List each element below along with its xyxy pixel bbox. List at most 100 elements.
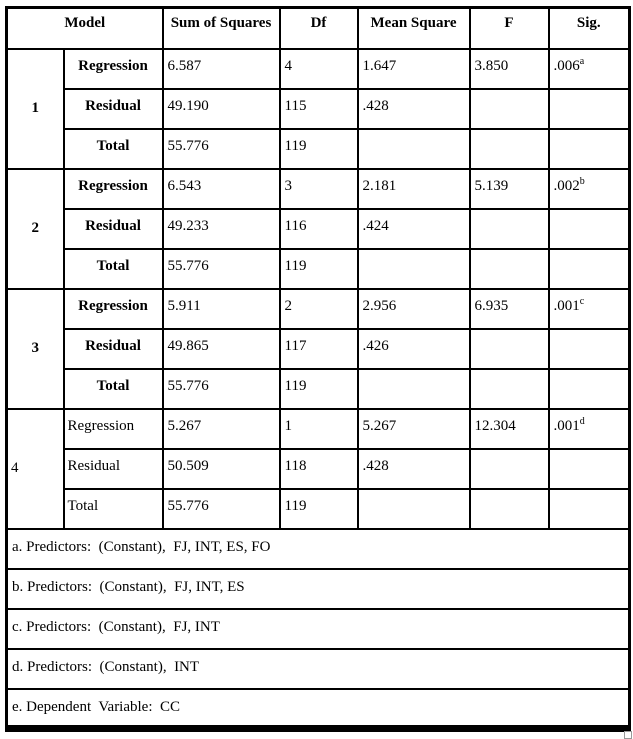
- cell-sum-of-squares: 50.509: [161, 447, 281, 490]
- cell-sum-of-squares: 55.776: [161, 487, 281, 530]
- cell-sig: [547, 87, 631, 130]
- table-row: Total 55.776 119: [7, 127, 631, 170]
- footnote-d: d. Predictors: (Constant), INT: [5, 647, 631, 690]
- header-mean-square: Mean Square: [356, 6, 471, 50]
- footnote-e: e. Dependent Variable: CC: [5, 687, 631, 730]
- cell-sig: .001d: [547, 407, 631, 450]
- table-row: 2 Regression 6.543 3 2.181 5.139 .002b: [5, 167, 631, 290]
- cell-sum-of-squares: 49.233: [161, 207, 281, 250]
- anova-table: Model Sum of Squares Df Mean Square F Si…: [5, 6, 632, 732]
- footnote-row: c. Predictors: (Constant), FJ, INT: [5, 607, 631, 650]
- header-f: F: [468, 6, 550, 50]
- cell-f: 12.304: [468, 407, 550, 450]
- cell-mean-square: 5.267: [356, 407, 471, 450]
- cell-f: [468, 487, 550, 530]
- table-row: 1 Regression 6.587 4 1.647 3.850 .006a: [5, 47, 631, 170]
- cell-sig: [547, 127, 631, 170]
- sig-value: .001: [553, 297, 580, 314]
- cell-sig: [547, 367, 631, 410]
- table-row: Residual 50.509 118 .428: [7, 447, 631, 490]
- table-row: Total 55.776 119: [7, 367, 631, 410]
- row-label: Total: [62, 367, 164, 410]
- cell-df: 119: [278, 127, 359, 170]
- row-label: Residual: [62, 327, 164, 370]
- cell-df: 118: [278, 447, 359, 490]
- table-resize-handle[interactable]: [624, 731, 632, 739]
- model-number-2: 2: [5, 167, 65, 290]
- cell-df: 4: [278, 47, 359, 90]
- sig-value: .006: [553, 57, 580, 74]
- row-label: Total: [62, 487, 164, 530]
- cell-mean-square: 2.181: [356, 167, 471, 210]
- cell-f: 6.935: [468, 287, 550, 330]
- cell-df: 119: [278, 247, 359, 290]
- table-row: 3 Regression 5.911 2 2.956 6.935 .001c: [5, 287, 631, 410]
- model-number-4: 4: [5, 407, 65, 530]
- row-label: Regression: [62, 167, 164, 210]
- table-row: Residual 49.190 115 .428: [7, 87, 631, 130]
- cell-sig: [547, 247, 631, 290]
- cell-df: 2: [278, 287, 359, 330]
- cell-mean-square: 2.956: [356, 287, 471, 330]
- cell-mean-square: .426: [356, 327, 471, 370]
- cell-sum-of-squares: 6.587: [161, 47, 281, 90]
- cell-mean-square: [356, 127, 471, 170]
- row-label: Residual: [62, 447, 164, 490]
- footnote-row: e. Dependent Variable: CC: [5, 687, 631, 730]
- cell-sum-of-squares: 55.776: [161, 127, 281, 170]
- header-df: Df: [278, 6, 359, 50]
- cell-df: 115: [278, 87, 359, 130]
- row-label: Regression: [62, 407, 164, 450]
- table-row: Total 55.776 119: [7, 487, 631, 530]
- cell-sig: .006a: [547, 47, 631, 90]
- cell-df: 3: [278, 167, 359, 210]
- row-label: Residual: [62, 87, 164, 130]
- cell-sum-of-squares: 6.543: [161, 167, 281, 210]
- cell-sig: [547, 447, 631, 490]
- cell-sum-of-squares: 5.267: [161, 407, 281, 450]
- cell-mean-square: .428: [356, 447, 471, 490]
- cell-mean-square: [356, 367, 471, 410]
- sig-superscript: b: [579, 175, 585, 187]
- cell-sig: [547, 207, 631, 250]
- header-model: Model: [5, 6, 164, 50]
- cell-df: 117: [278, 327, 359, 370]
- cell-f: [468, 127, 550, 170]
- footnote-row: d. Predictors: (Constant), INT: [5, 647, 631, 690]
- table-row: 4 Regression 5.267 1 5.267 12.304 .001d: [5, 407, 631, 530]
- footnote-c: c. Predictors: (Constant), FJ, INT: [5, 607, 631, 650]
- row-label: Total: [62, 247, 164, 290]
- model-number-3: 3: [5, 287, 65, 410]
- cell-f: 3.850: [468, 47, 550, 90]
- footnote-row: b. Predictors: (Constant), FJ, INT, ES: [5, 567, 631, 610]
- anova-table-container: Model Sum of Squares Df Mean Square F Si…: [5, 6, 632, 732]
- cell-sum-of-squares: 55.776: [161, 367, 281, 410]
- row-label: Regression: [62, 287, 164, 330]
- footnote-b: b. Predictors: (Constant), FJ, INT, ES: [5, 567, 631, 610]
- cell-df: 119: [278, 487, 359, 530]
- sig-value: .001: [553, 417, 580, 434]
- sig-superscript: a: [579, 55, 585, 67]
- header-row: Model Sum of Squares Df Mean Square F Si…: [5, 6, 631, 50]
- cell-df: 1: [278, 407, 359, 450]
- header-sum-of-squares: Sum of Squares: [161, 6, 281, 50]
- cell-f: [468, 447, 550, 490]
- model-number-1: 1: [5, 47, 65, 170]
- table-row: Residual 49.233 116 .424: [7, 207, 631, 250]
- cell-f: [468, 327, 550, 370]
- cell-f: [468, 207, 550, 250]
- sig-value: .002: [553, 177, 580, 194]
- cell-sum-of-squares: 5.911: [161, 287, 281, 330]
- cell-sum-of-squares: 55.776: [161, 247, 281, 290]
- footnote-row: a. Predictors: (Constant), FJ, INT, ES, …: [5, 527, 631, 570]
- cell-sig: [547, 487, 631, 530]
- cell-mean-square: .428: [356, 87, 471, 130]
- cell-mean-square: 1.647: [356, 47, 471, 90]
- header-sig: Sig.: [547, 6, 631, 50]
- cell-f: [468, 247, 550, 290]
- cell-df: 116: [278, 207, 359, 250]
- cell-mean-square: .424: [356, 207, 471, 250]
- cell-mean-square: [356, 247, 471, 290]
- cell-f: [468, 87, 550, 130]
- row-label: Regression: [62, 47, 164, 90]
